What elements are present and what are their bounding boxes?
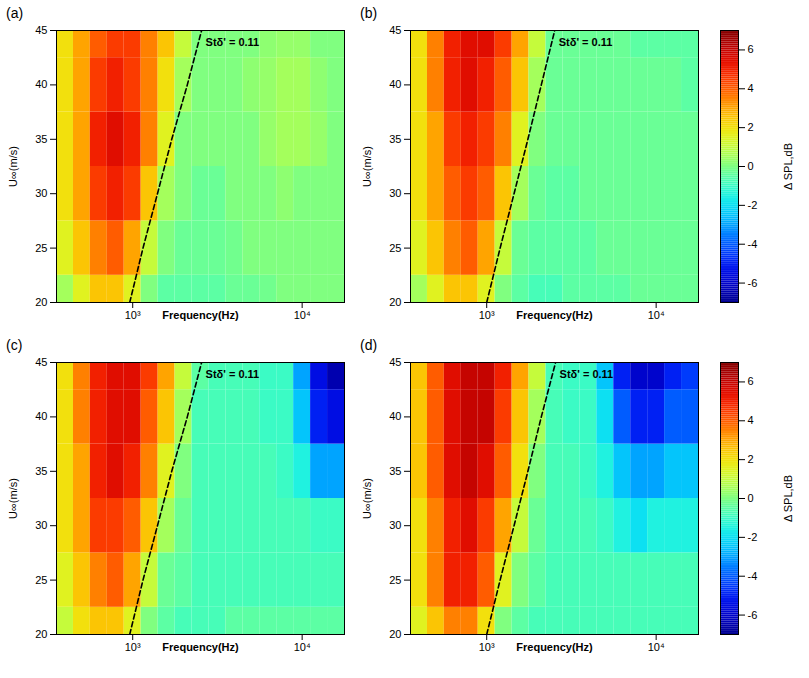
- svg-text:Stδ' = 0.11: Stδ' = 0.11: [206, 36, 260, 48]
- svg-text:-4: -4: [748, 570, 758, 582]
- svg-text:Δ SPL,dB: Δ SPL,dB: [782, 475, 794, 522]
- svg-text:30: 30: [389, 187, 401, 199]
- svg-text:25: 25: [389, 574, 401, 586]
- svg-text:2: 2: [748, 121, 754, 133]
- html-text:(d): (d): [360, 337, 378, 353]
- svg-text:10³: 10³: [125, 309, 141, 321]
- svg-text:45: 45: [35, 356, 47, 368]
- svg-text:40: 40: [35, 78, 47, 90]
- svg-text:20: 20: [35, 296, 47, 308]
- svg-text:35: 35: [35, 465, 47, 477]
- svg-text:10³: 10³: [479, 309, 495, 321]
- svg-text:45: 45: [389, 24, 401, 36]
- svg-text:-2: -2: [748, 199, 758, 211]
- svg-text:40: 40: [389, 78, 401, 90]
- svg-text:4: 4: [748, 414, 754, 426]
- svg-text:-6: -6: [748, 277, 758, 289]
- svg-text:10⁴: 10⁴: [648, 309, 665, 321]
- svg-text:20: 20: [389, 296, 401, 308]
- svg-text:10⁴: 10⁴: [294, 641, 311, 653]
- svg-text:Δ SPL,dB: Δ SPL,dB: [782, 143, 794, 190]
- svg-text:U∞(m/s): U∞(m/s): [361, 478, 373, 519]
- svg-text:-6: -6: [748, 609, 758, 621]
- svg-text:10⁴: 10⁴: [648, 641, 665, 653]
- svg-text:-4: -4: [748, 238, 758, 250]
- svg-text:Stδ' = 0.11: Stδ' = 0.11: [559, 36, 613, 48]
- svg-text:30: 30: [389, 519, 401, 531]
- svg-text:40: 40: [389, 410, 401, 422]
- svg-text:4: 4: [748, 82, 754, 94]
- svg-text:0: 0: [748, 492, 754, 504]
- svg-text:45: 45: [389, 356, 401, 368]
- svg-text:10³: 10³: [479, 641, 495, 653]
- svg-text:U∞(m/s): U∞(m/s): [361, 146, 373, 187]
- svg-text:30: 30: [35, 519, 47, 531]
- svg-text:20: 20: [389, 628, 401, 640]
- svg-text:Stδ' = 0.11: Stδ' = 0.11: [206, 368, 260, 380]
- html-text:(a): (a): [6, 5, 24, 21]
- svg-text:30: 30: [35, 187, 47, 199]
- svg-text:6: 6: [748, 375, 754, 387]
- html-text:(b): (b): [360, 5, 378, 21]
- svg-text:25: 25: [35, 574, 47, 586]
- html-text:(c): (c): [6, 337, 23, 353]
- svg-text:Stδ' = 0.11: Stδ' = 0.11: [560, 368, 614, 380]
- svg-text:10³: 10³: [125, 641, 141, 653]
- svg-text:U∞(m/s): U∞(m/s): [7, 478, 19, 519]
- svg-text:35: 35: [35, 133, 47, 145]
- svg-text:40: 40: [35, 410, 47, 422]
- svg-text:25: 25: [35, 242, 47, 254]
- svg-text:U∞(m/s): U∞(m/s): [7, 146, 19, 187]
- svg-text:2: 2: [748, 453, 754, 465]
- svg-text:35: 35: [389, 465, 401, 477]
- svg-text:-2: -2: [748, 531, 758, 543]
- svg-text:45: 45: [35, 24, 47, 36]
- svg-text:0: 0: [748, 160, 754, 172]
- svg-text:6: 6: [748, 43, 754, 55]
- svg-text:Frequency(Hz): Frequency(Hz): [516, 641, 593, 653]
- svg-text:25: 25: [389, 242, 401, 254]
- svg-text:20: 20: [35, 628, 47, 640]
- svg-text:Frequency(Hz): Frequency(Hz): [162, 641, 239, 653]
- svg-text:35: 35: [389, 133, 401, 145]
- svg-text:Frequency(Hz): Frequency(Hz): [162, 309, 239, 321]
- svg-text:10⁴: 10⁴: [294, 309, 311, 321]
- svg-text:Frequency(Hz): Frequency(Hz): [516, 309, 593, 321]
